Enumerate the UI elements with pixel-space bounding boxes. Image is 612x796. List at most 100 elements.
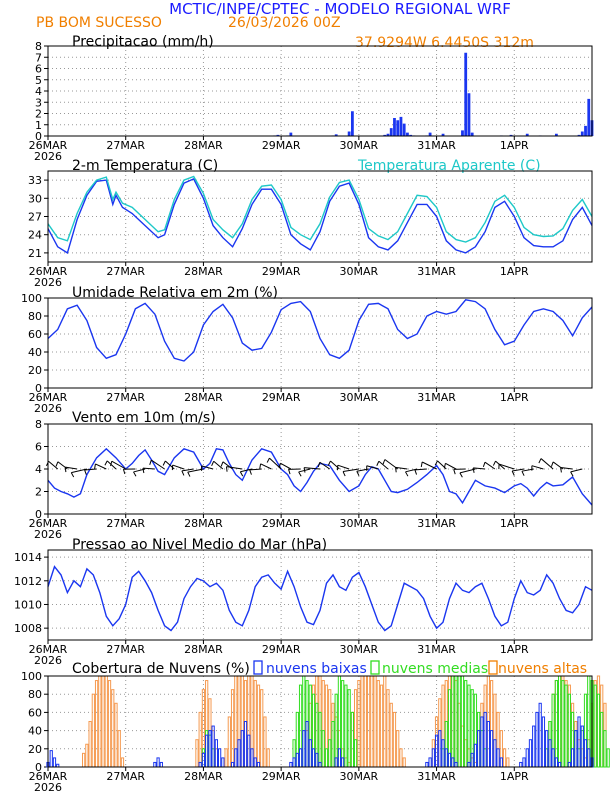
precip-ytick-label: 3 [35,96,42,109]
temp-day-label: 1APR [500,265,529,278]
cloud-low-bar [238,740,240,767]
cloud-high-bar [257,685,259,767]
wind-barb-flag [267,458,269,462]
cloud-low-bar [319,762,321,767]
cloud-low-bar [296,753,298,767]
cloud-low-bar [432,749,434,767]
cloud-mid-bar [601,712,603,767]
wind-year-label: 2026 [34,528,62,541]
cloud-mid-bar [594,685,596,767]
precip-bar [584,126,587,136]
clouds-day-label: 28MAR [184,770,223,783]
cloud-high-bar [390,703,392,767]
cloud-high-bar [358,681,360,767]
cloud-low-bar [290,762,292,767]
pmsl-line-0 [48,567,592,631]
cloud-high-bar [361,676,363,767]
legend-high: nuvens altas [498,661,587,677]
precip-title: Precipitacao (mm/h) [72,34,214,50]
wind-barb-flag [571,472,573,476]
precip-bar [464,53,467,136]
wind-barb [422,462,436,469]
temp-day-label: 31MAR [417,265,456,278]
precip-bar [406,133,409,136]
precip-day-label: 27MAR [106,139,145,152]
precip-day-label: 1APR [500,139,529,152]
cloud-mid-bar [604,731,606,767]
temp-year-label: 2026 [34,276,62,289]
legend-low-swatch [254,661,262,674]
temp-apparent-title: Temperatura Aparente (C) [357,158,541,174]
wind-barb-flag [260,464,261,469]
pmsl-ytick-label: 1010 [14,598,42,611]
rh-day-label: 30MAR [340,391,379,404]
precip-day-label: 29MAR [262,139,301,152]
cloud-high-bar [364,676,366,767]
precip-bar [468,93,471,136]
wind-barb-flag [221,462,223,467]
cloud-low-bar [316,753,318,767]
cloud-high-bar [92,694,94,767]
cloud-mid-bar [461,676,463,767]
rh-ytick-label: 60 [28,328,42,341]
pmsl-frame [48,550,592,640]
wind-barb-flag [123,469,124,474]
rh-day-label: 31MAR [417,391,456,404]
precip-ytick-label: 6 [35,63,42,76]
wind-barb [261,464,272,469]
wind-barb-flag [163,461,165,465]
legend-mid-swatch [371,661,379,674]
pmsl-day-label: 30MAR [340,643,379,656]
wind-barb-flag [561,467,562,472]
wind-barb-flag [56,462,58,467]
cloud-low-bar [309,740,311,767]
temp-ytick-label: 24 [28,229,42,242]
temp-ytick-label: 21 [28,247,42,260]
cloud-low-bar [231,762,233,767]
precip-bar [581,132,584,137]
cloud-high-bar [380,685,382,767]
wind-barb-flag [460,473,462,477]
cloud-low-bar [335,758,337,767]
cloud-mid-bar [555,681,557,767]
clouds-day-label: 30MAR [340,770,379,783]
cloud-high-bar [267,749,269,767]
wind-barb-flag [405,472,407,476]
cloud-low-bar [481,717,483,767]
wind-barb-flag [85,470,87,475]
cloud-low-bar [219,749,221,767]
wind-barb [58,462,68,469]
cloud-mid-bar [345,685,347,767]
cloud-mid-bar [325,749,327,767]
clouds-ytick-label: 40 [28,725,42,738]
cloud-low-bar [471,753,473,767]
temp-title: 2-m Temperatura (C) [72,158,218,174]
wind-barb-flag [150,460,152,465]
precip-day-label: 31MAR [417,139,456,152]
wind-barb-flag [512,471,514,476]
cloud-low-bar [468,762,470,767]
cloud-high-bar [261,690,263,767]
cloud-low-bar [299,749,301,767]
cloud-low-bar [293,758,295,767]
rh-day-label: 29MAR [262,391,301,404]
run-datetime: 26/03/2026 00Z [228,15,341,31]
cloud-mid-bar [342,681,344,767]
temp-line-0 [48,179,592,253]
cloud-mid-bar [348,690,350,767]
wind-barb [112,461,126,469]
station-coords: 37.9294W 6.4450S 312m [355,35,534,51]
cloud-low-bar [448,753,450,767]
wind-barb-flag [289,469,290,474]
cloud-low-bar [241,731,243,767]
cloud-low-bar [209,731,211,767]
wind-ytick-label: 4 [35,463,42,476]
wind-day-label: 31MAR [417,517,456,530]
temp-ytick-label: 33 [28,174,42,187]
cloud-high-bar [196,740,198,767]
cloud-high-bar [264,717,266,767]
cloud-low-bar [536,712,538,767]
wind-line-0 [48,449,592,505]
wind-day-label: 30MAR [340,517,379,530]
